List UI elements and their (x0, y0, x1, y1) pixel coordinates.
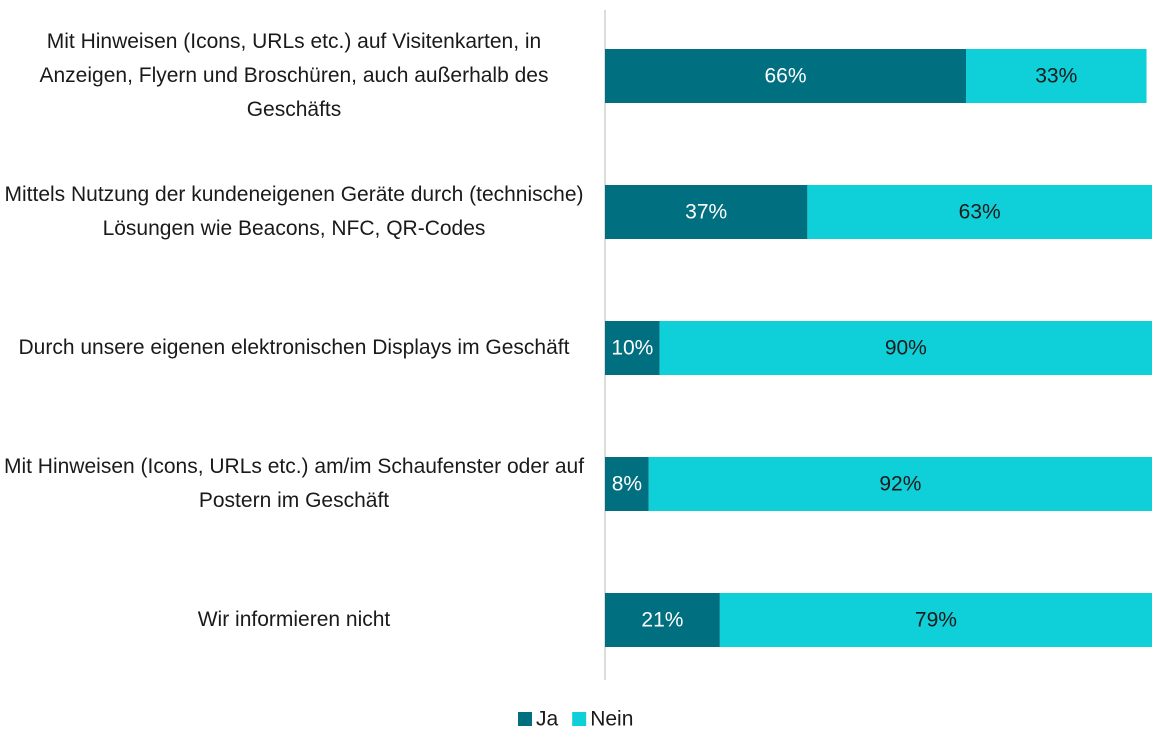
data-label: 79% (915, 609, 957, 632)
legend-label: Ja (536, 708, 559, 731)
category-label: Mit Hinweisen (Icons, URLs etc.) auf Vis… (39, 30, 549, 121)
bar-segment (719, 593, 1152, 647)
data-label: 90% (885, 337, 927, 360)
bar-segment (605, 593, 720, 647)
bar-segment (605, 49, 967, 103)
category-label: Mittels Nutzung der kundeneigenen Geräte… (4, 183, 584, 240)
category-label: Mit Hinweisen (Icons, URLs etc.) am/im S… (3, 455, 585, 512)
data-label: 63% (959, 201, 1001, 224)
data-label: 8% (612, 473, 642, 496)
bar-segment (966, 49, 1147, 103)
legend-label: Nein (590, 708, 633, 731)
legend-swatch (518, 712, 532, 726)
bar-segment (605, 457, 649, 511)
bar-segment (648, 457, 1152, 511)
legend-swatch (572, 712, 587, 726)
data-label: 92% (879, 473, 921, 496)
category-label: Durch unsere eigenen elektronischen Disp… (18, 336, 570, 359)
data-label: 37% (685, 201, 727, 224)
bar-segment (605, 321, 660, 375)
bar-segment (605, 185, 808, 239)
data-label: 21% (641, 609, 683, 632)
category-label: Wir informieren nicht (197, 608, 391, 631)
data-label: 10% (611, 337, 653, 360)
bar-segment (807, 185, 1152, 239)
data-label: 66% (764, 65, 806, 88)
bar-segment (659, 321, 1152, 375)
data-label: 33% (1035, 65, 1077, 88)
